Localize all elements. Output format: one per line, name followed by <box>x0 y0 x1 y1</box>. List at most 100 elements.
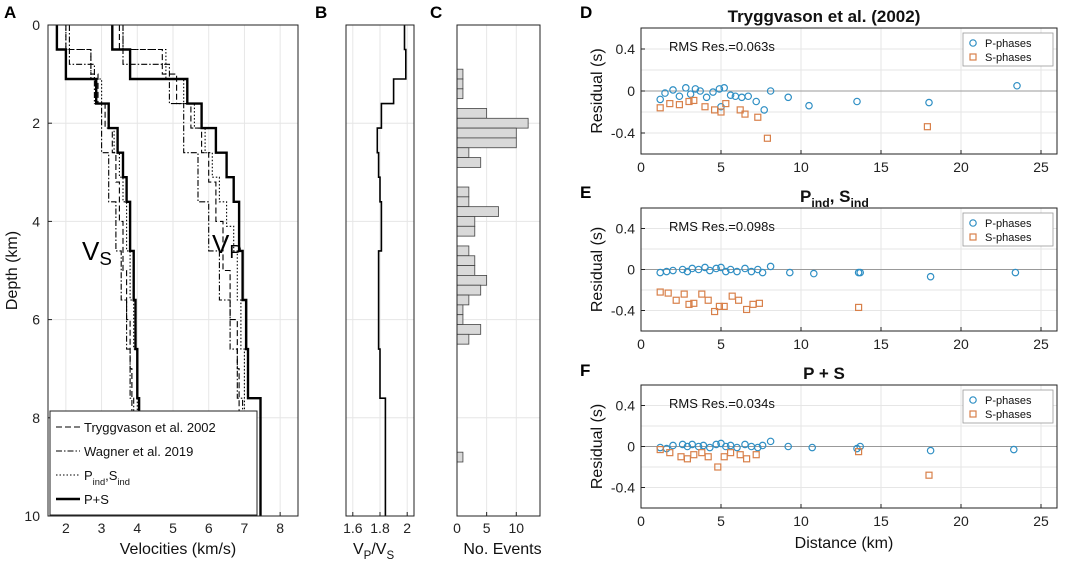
y-tick-label: 6 <box>32 312 40 328</box>
x-tick-label: 5 <box>717 159 725 175</box>
x-tick-label: 8 <box>276 520 284 536</box>
p-phase-point <box>726 441 735 450</box>
p-phase-point <box>688 440 697 449</box>
p-phase-point <box>681 84 690 92</box>
s-phase-point <box>742 455 751 463</box>
x-tick-label: 6 <box>205 520 213 536</box>
x-axis-label-part: /V <box>371 541 386 558</box>
p-phase-point <box>656 443 665 452</box>
panel-d: 0 5 10 15 20 25 0.4 0 -0.4 Residual (s) Tryggvason… <box>589 7 1058 175</box>
y-tick-label: 8 <box>32 410 40 426</box>
p-phase-point <box>733 443 741 452</box>
panel-f: 0 5 10 15 20 25 0.4 0 -0.4 Residual (s) P + S RMS R… <box>589 364 1058 552</box>
legend-label: S-phases <box>985 409 1032 421</box>
histogram-bar <box>456 147 470 158</box>
panel-title: Pind, Sind <box>800 187 869 210</box>
p-phase-point <box>688 264 697 273</box>
s-phase-point <box>710 307 719 316</box>
s-phase-point <box>683 455 692 463</box>
p-phase-point <box>766 262 775 271</box>
p-phase-point <box>715 85 724 93</box>
s-phase-point <box>720 453 728 461</box>
s-phase-point <box>755 299 764 307</box>
s-phase-point <box>752 451 760 459</box>
p-phase-point <box>720 84 729 92</box>
vs-annotation-part: S <box>99 248 111 269</box>
y-tick-label: 0.4 <box>616 398 636 414</box>
p-phase-point <box>705 443 714 452</box>
p-phase-point <box>856 268 865 277</box>
panel-letter-c: C <box>430 3 442 22</box>
x-tick-label: 20 <box>953 513 969 529</box>
x-tick-label: 2 <box>62 520 70 536</box>
rms-residual-label: RMS Res.=0.034s <box>669 396 775 411</box>
y-axis-label: Residual (s) <box>589 48 606 133</box>
s-phase-point <box>854 303 863 312</box>
histogram-bar <box>456 137 517 149</box>
x-tick-label: 0 <box>453 520 461 536</box>
panel-c: 0 5 10 No. Events <box>453 24 542 558</box>
s-phase-point <box>728 292 736 300</box>
p-phase-point <box>694 265 703 274</box>
s-phase-point <box>656 288 664 296</box>
p-phase-point <box>926 446 935 455</box>
y-axis-label: Residual (s) <box>589 404 606 489</box>
panel-e: 0 5 10 15 20 25 0.4 0 -0.4 Residual (s) Pind, Sind… <box>589 187 1058 352</box>
histogram-bar <box>456 225 476 237</box>
p-phase-point <box>691 85 700 93</box>
s-phase-point <box>685 300 693 308</box>
velocity-profile-line <box>65 25 135 428</box>
p-phase-point <box>753 443 762 452</box>
legend-label: Tryggvason et al. 2002 <box>84 420 216 435</box>
x-tick-label: 10 <box>793 336 809 352</box>
s-phase-point <box>690 299 698 307</box>
p-phase-point <box>744 92 753 101</box>
histogram-bar <box>456 117 529 129</box>
s-phase-point <box>685 97 693 106</box>
histogram-bar <box>456 88 464 100</box>
vp-annotation-part: P <box>229 241 241 262</box>
x-tick-label: 10 <box>508 520 524 536</box>
legend-p-marker <box>969 219 977 227</box>
s-phase-point <box>726 449 735 457</box>
p-phase-point <box>726 91 735 100</box>
p-phase-point <box>712 264 721 273</box>
x-tick-label: 15 <box>873 513 889 529</box>
panel-b: 1.6 1.8 2 VP/VS <box>343 24 415 562</box>
x-tick-label: 25 <box>1033 336 1049 352</box>
y-axis-label: Residual (s) <box>589 227 606 312</box>
y-tick-label: -0.4 <box>611 480 635 496</box>
histogram-bar <box>456 216 476 227</box>
x-axis-label: Distance (km) <box>795 535 894 552</box>
vs-annotation: VS <box>82 236 112 269</box>
p-phase-point <box>784 93 793 102</box>
velocity-profile-line <box>122 25 245 516</box>
p-phase-point <box>705 266 714 275</box>
x-tick-label: 5 <box>169 520 177 536</box>
histogram-bar <box>456 333 470 345</box>
x-tick-label: 25 <box>1033 159 1049 175</box>
s-phase-point <box>925 471 933 479</box>
s-phase-point <box>722 99 730 108</box>
histogram-bar <box>456 314 464 325</box>
histogram-bar <box>456 157 482 168</box>
p-phase-point <box>669 266 677 275</box>
x-tick-label: 4 <box>133 520 141 536</box>
p-phase-point <box>669 86 677 94</box>
s-phase-point <box>736 451 744 459</box>
x-tick-label: 25 <box>1033 513 1049 529</box>
legend-label: P-phases <box>985 218 1032 230</box>
s-phase-point <box>749 300 757 308</box>
legend-label: P+S <box>84 492 109 507</box>
legend-box <box>962 32 1054 67</box>
x-tick-label: 5 <box>483 520 491 536</box>
s-phase-point <box>680 290 688 298</box>
p-phase-point <box>741 264 749 273</box>
rms-residual-label: RMS Res.=0.063s <box>669 39 775 54</box>
p-phase-point <box>809 269 818 278</box>
p-phase-point <box>1009 445 1018 454</box>
y-tick-label: 0 <box>32 17 40 33</box>
p-phase-point <box>766 87 775 95</box>
histogram-bar <box>456 78 464 90</box>
legend-label-part: ind <box>117 477 129 487</box>
